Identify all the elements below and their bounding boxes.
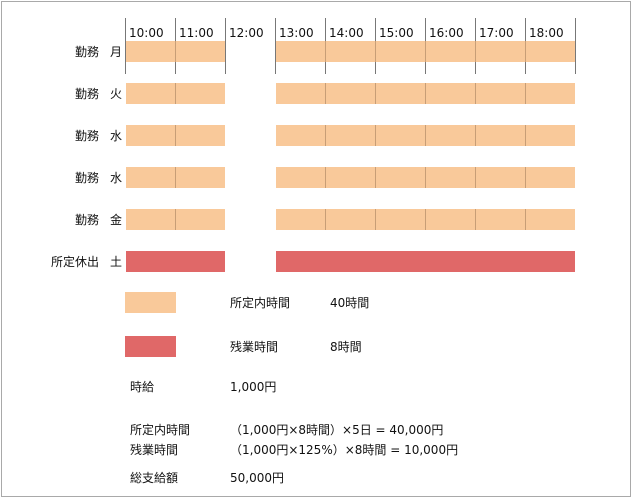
- bar-cell-divider: [175, 167, 176, 188]
- hour-label: 10:00: [129, 26, 164, 40]
- row-day-label: 水: [110, 171, 123, 185]
- bar-cell-divider: [425, 209, 426, 230]
- row-day-label: 月: [110, 45, 123, 59]
- bar-cell-divider: [475, 41, 476, 62]
- legend-value-work: 40時間: [330, 296, 370, 310]
- work-bar: [126, 167, 225, 188]
- bar-cell-divider: [375, 167, 376, 188]
- bar-cell-divider: [175, 125, 176, 146]
- hour-label: 18:00: [529, 26, 564, 40]
- bar-cell-divider: [525, 83, 526, 104]
- bar-cell-divider: [325, 209, 326, 230]
- work-bar: [126, 41, 225, 62]
- bar-cell-divider: [475, 209, 476, 230]
- hour-label: 13:00: [279, 26, 314, 40]
- calc-formula-regular: （1,000円×8時間）×5日 = 40,000円: [230, 423, 444, 437]
- bar-cell-divider: [375, 125, 376, 146]
- bar-cell-divider: [475, 125, 476, 146]
- bar-cell-divider: [375, 41, 376, 62]
- bar-cell-divider: [175, 209, 176, 230]
- wage-label: 時給: [130, 380, 155, 394]
- overtime-bar: [126, 251, 225, 272]
- hour-gridline: [225, 18, 226, 74]
- bar-cell-divider: [525, 125, 526, 146]
- row-type-label: 勤務: [74, 45, 99, 59]
- legend-swatch-work: [125, 292, 176, 313]
- work-bar: [276, 41, 575, 62]
- bar-cell-divider: [175, 83, 176, 104]
- bar-cell-divider: [425, 125, 426, 146]
- row-day-label: 水: [110, 129, 123, 143]
- work-bar: [126, 83, 225, 104]
- hour-gridline: [575, 18, 576, 74]
- bar-cell-divider: [325, 125, 326, 146]
- bar-cell-divider: [325, 83, 326, 104]
- work-bar: [276, 209, 575, 230]
- bar-cell-divider: [325, 167, 326, 188]
- hour-gridline: [275, 18, 276, 74]
- work-bar: [126, 125, 225, 146]
- row-type-label: 勤務: [74, 87, 99, 101]
- work-bar: [276, 83, 575, 104]
- work-bar: [276, 125, 575, 146]
- legend-swatch-overtime: [125, 336, 176, 357]
- legend-value-overtime: 8時間: [330, 340, 362, 354]
- work-bar: [276, 167, 575, 188]
- hour-label: 14:00: [329, 26, 364, 40]
- bar-cell-divider: [475, 83, 476, 104]
- legend-label-work: 所定内時間: [230, 296, 291, 310]
- bar-cell-divider: [375, 209, 376, 230]
- calc-formula-overtime: （1,000円×125%）×8時間 = 10,000円: [230, 443, 459, 457]
- calc-label-regular: 所定内時間: [130, 423, 191, 437]
- row-type-label: 勤務: [74, 171, 99, 185]
- bar-cell-divider: [175, 41, 176, 62]
- hour-label: 12:00: [229, 26, 264, 40]
- bar-cell-divider: [425, 41, 426, 62]
- row-type-label: 勤務: [74, 129, 99, 143]
- total-value: 50,000円: [230, 471, 284, 485]
- wage-value: 1,000円: [230, 380, 277, 394]
- row-type-label: 勤務: [74, 213, 99, 227]
- bar-cell-divider: [425, 83, 426, 104]
- row-day-label: 金: [110, 213, 123, 227]
- calc-label-overtime: 残業時間: [130, 443, 179, 457]
- hour-gridline: [125, 18, 126, 74]
- row-day-label: 土: [110, 255, 123, 269]
- bar-cell-divider: [375, 83, 376, 104]
- bar-cell-divider: [325, 41, 326, 62]
- hour-label: 15:00: [379, 26, 414, 40]
- hour-label: 17:00: [479, 26, 514, 40]
- row-type-label: 所定休出: [50, 255, 99, 269]
- work-bar: [126, 209, 225, 230]
- hour-label: 11:00: [179, 26, 214, 40]
- row-day-label: 火: [110, 87, 123, 101]
- bar-cell-divider: [525, 167, 526, 188]
- overtime-bar: [276, 251, 575, 272]
- bar-cell-divider: [525, 41, 526, 62]
- hour-label: 16:00: [429, 26, 464, 40]
- bar-cell-divider: [425, 167, 426, 188]
- bar-cell-divider: [475, 167, 476, 188]
- bar-cell-divider: [525, 209, 526, 230]
- legend-label-overtime: 残業時間: [230, 340, 279, 354]
- total-label: 総支給額: [130, 471, 179, 485]
